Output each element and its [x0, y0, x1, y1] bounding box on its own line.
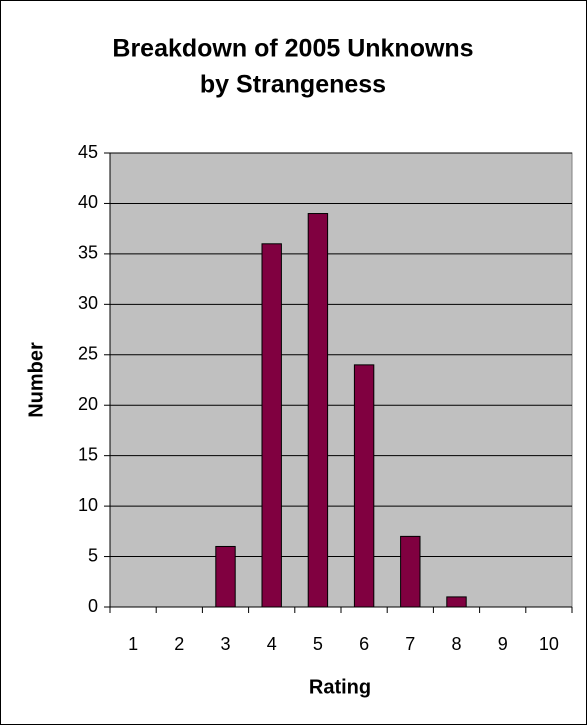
- x-tick-label: 3: [220, 634, 230, 654]
- bar: [446, 596, 467, 608]
- bar: [353, 364, 375, 608]
- chart-title: Breakdown of 2005 Unknowns: [112, 35, 473, 63]
- x-tick-label: 10: [539, 634, 559, 654]
- y-tick-label: 35: [78, 243, 98, 263]
- x-tick-label: 5: [313, 634, 323, 654]
- y-tick-label: 45: [78, 142, 98, 162]
- x-tick-label: 8: [451, 634, 461, 654]
- x-axis-label: Rating: [309, 676, 371, 698]
- y-tick-label: 15: [78, 444, 98, 464]
- y-tick-label: 40: [78, 192, 98, 212]
- plot-area: [109, 152, 573, 608]
- bar: [400, 535, 421, 608]
- y-tick-label: 25: [78, 344, 98, 364]
- x-tick-label: 7: [405, 634, 415, 654]
- x-tick-label: 4: [267, 634, 277, 654]
- x-tick-label: 1: [128, 634, 138, 654]
- y-tick-label: 20: [78, 394, 98, 414]
- bar: [215, 545, 236, 608]
- x-tick-label: 9: [498, 634, 508, 654]
- y-tick-label: 0: [88, 596, 98, 616]
- chart-title: by Strangeness: [200, 71, 386, 99]
- x-tick-label: 2: [174, 634, 184, 654]
- x-tick-label: 6: [359, 634, 369, 654]
- y-tick-label: 30: [78, 293, 98, 313]
- y-tick-label: 5: [88, 545, 98, 565]
- bar: [307, 213, 329, 608]
- y-tick-label: 10: [78, 495, 98, 515]
- bar: [261, 243, 282, 608]
- y-axis-label: Number: [25, 342, 47, 418]
